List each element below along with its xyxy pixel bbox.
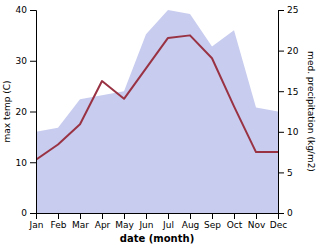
tick: 20 <box>16 107 36 117</box>
axis-line <box>37 214 279 220</box>
tick-mark <box>278 91 284 92</box>
tick-label: Jan <box>29 220 44 230</box>
tick-mark <box>278 213 284 214</box>
tick-mark <box>234 213 235 219</box>
plot-area <box>36 10 278 213</box>
tick-label: May <box>115 220 134 230</box>
axis-line <box>30 11 37 214</box>
tick-label: 0 <box>21 208 27 218</box>
tick: Oct <box>227 213 243 230</box>
tick: May <box>115 213 134 230</box>
tick-mark <box>278 10 284 11</box>
tick-label: Feb <box>51 220 67 230</box>
tick-label: 10 <box>16 158 28 168</box>
tick: 10 <box>16 158 36 168</box>
tick-label: Sep <box>204 220 221 230</box>
tick-mark <box>146 213 147 219</box>
tick: 20 <box>278 46 299 56</box>
tick-mark <box>30 112 36 113</box>
y2-axis: 0 5 10 15 20 25 <box>278 5 299 218</box>
tick-mark <box>190 213 191 219</box>
tick: 30 <box>16 56 36 66</box>
tick-mark <box>278 51 284 52</box>
tick: 40 <box>16 5 36 15</box>
line <box>36 35 278 159</box>
tick-mark <box>168 213 169 219</box>
tick: 15 <box>278 87 298 97</box>
tick-mark <box>102 213 103 219</box>
x-axis: Jan Feb Mar Apr May Jun Jul Aug Sep Oct Nov Dec <box>29 213 288 230</box>
y2-axis-title: med. precipitation (kg/m2) <box>306 51 316 172</box>
tick-label: 25 <box>287 5 298 15</box>
tick-mark <box>256 213 257 219</box>
tick-label: 20 <box>287 46 299 56</box>
tick-mark <box>124 213 125 219</box>
tick-mark <box>212 213 213 219</box>
tick-mark <box>30 213 36 214</box>
tick-label: 5 <box>287 168 293 178</box>
tick-label: 40 <box>16 5 28 15</box>
tick-label: Oct <box>227 220 243 230</box>
chart: JanFebMarAprMayJunJulAugSepOctNovDec0102… <box>0 0 318 247</box>
y-axis: 0 10 20 30 40 <box>16 5 37 218</box>
tick: Jun <box>138 213 153 230</box>
tick: 10 <box>278 127 299 137</box>
tick: Aug <box>182 213 200 230</box>
tick-label: Jul <box>162 220 174 230</box>
area <box>36 10 278 213</box>
tick-label: 15 <box>287 87 298 97</box>
axis-line <box>279 11 285 214</box>
tick-label: Nov <box>248 220 266 230</box>
tick-label: Aug <box>182 220 200 230</box>
tick-mark <box>30 61 36 62</box>
tick: Dec <box>270 213 287 230</box>
tick-label: 10 <box>287 127 299 137</box>
tick: Apr <box>95 213 111 230</box>
y-axis-title: max temp (C) <box>2 80 12 142</box>
tick: Jul <box>162 213 174 230</box>
tick-label: Dec <box>270 220 287 230</box>
tick-mark <box>30 162 36 163</box>
tick-label: 0 <box>287 208 293 218</box>
tick-label: 20 <box>16 107 28 117</box>
tick-mark <box>58 213 59 219</box>
tick: Mar <box>72 213 89 230</box>
tick: 0 <box>21 208 36 218</box>
tick: 5 <box>278 168 293 178</box>
tick-mark <box>278 172 284 173</box>
tick: Feb <box>51 213 67 230</box>
tick-label: Apr <box>95 220 111 230</box>
tick-label: Mar <box>72 220 89 230</box>
tick-mark <box>278 132 284 133</box>
x-axis-title: date (month) <box>120 233 194 244</box>
tick: 25 <box>278 5 298 15</box>
tick: 0 <box>278 208 293 218</box>
tick-label: Jun <box>138 220 153 230</box>
tick: Jan <box>29 213 44 230</box>
tick-mark <box>80 213 81 219</box>
chart-container: JanFebMarAprMayJunJulAugSepOctNovDec0102… <box>0 0 318 247</box>
tick: Sep <box>204 213 221 230</box>
tick-mark <box>30 10 36 11</box>
tick-label: 30 <box>16 56 28 66</box>
tick: Nov <box>248 213 266 230</box>
